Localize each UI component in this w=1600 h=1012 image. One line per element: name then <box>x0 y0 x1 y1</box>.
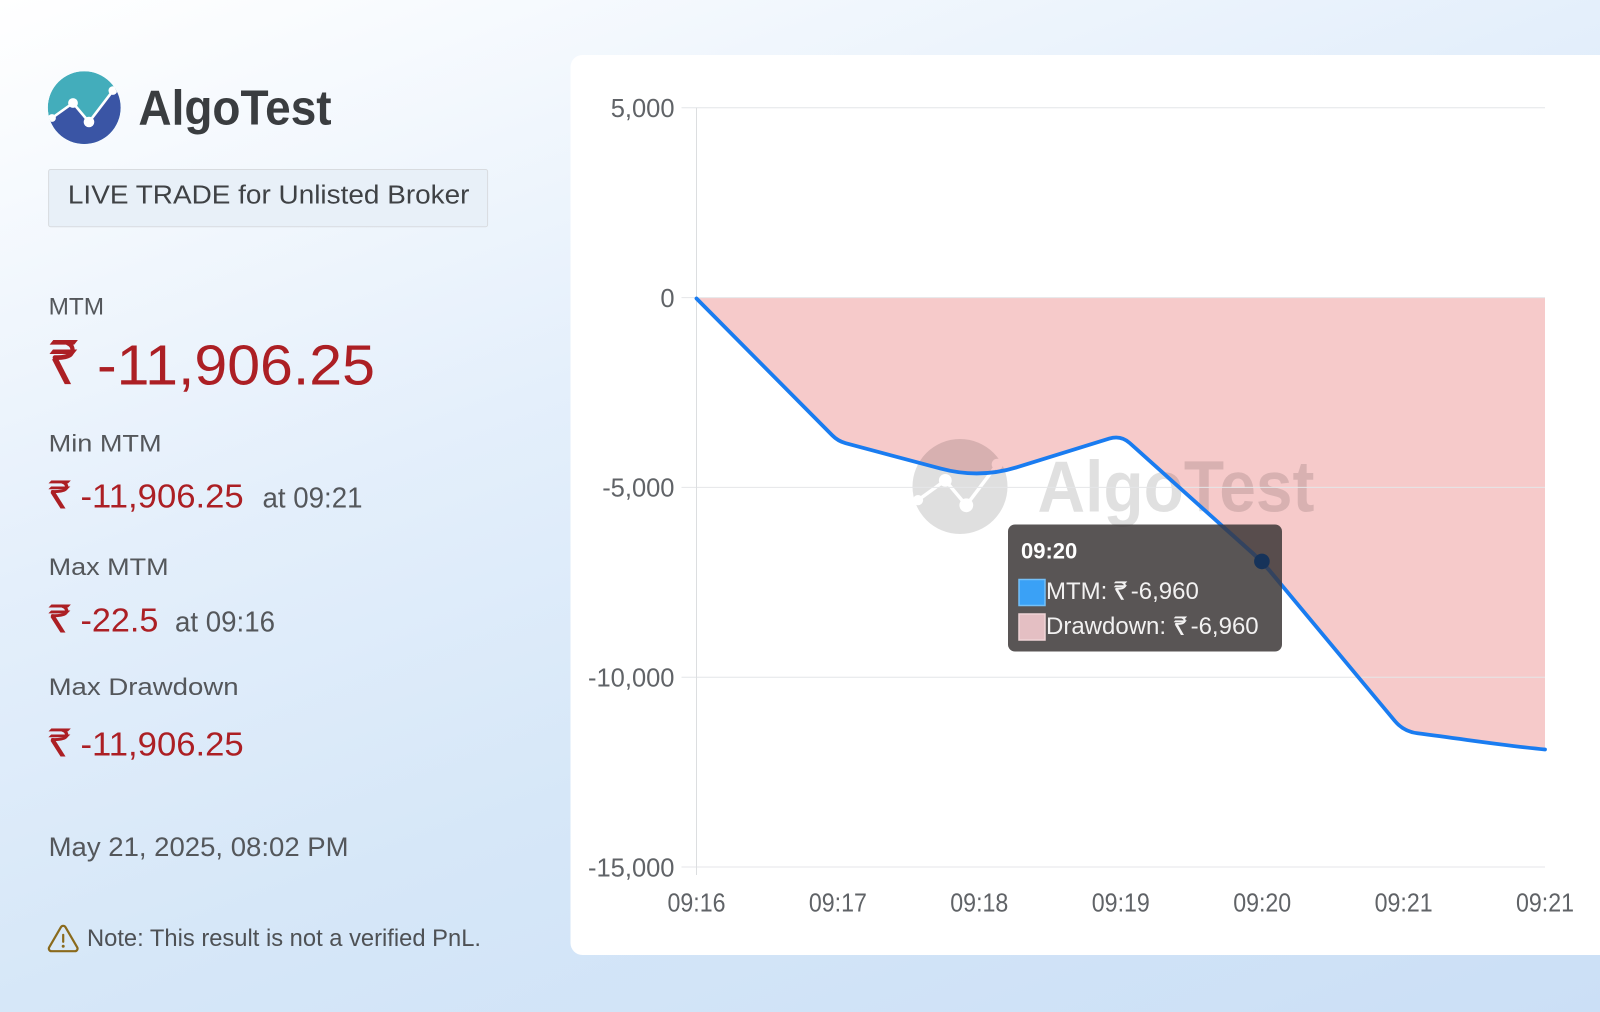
svg-text:Max Drawdown: Max Drawdown <box>49 674 239 701</box>
svg-text:-15,000: -15,000 <box>588 854 675 882</box>
svg-text:-6,960: -6,960 <box>1131 578 1199 605</box>
svg-text:Max MTM: Max MTM <box>49 554 169 581</box>
svg-text:09:20: 09:20 <box>1233 890 1291 918</box>
svg-text:-11,906.25: -11,906.25 <box>81 478 244 515</box>
svg-text:0: 0 <box>660 285 674 313</box>
svg-text:Min MTM: Min MTM <box>49 430 162 457</box>
svg-text:09:18: 09:18 <box>950 890 1008 918</box>
svg-text:5,000: 5,000 <box>611 95 675 123</box>
svg-text:-11,906.25: -11,906.25 <box>81 726 244 763</box>
svg-text:Drawdown:: Drawdown: <box>1046 613 1166 640</box>
svg-text:09:16: 09:16 <box>668 890 726 918</box>
svg-text:-11,906.25: -11,906.25 <box>97 333 375 397</box>
svg-text:-22.5: -22.5 <box>81 602 159 639</box>
svg-text:-5,000: -5,000 <box>602 475 674 503</box>
svg-text:09:17: 09:17 <box>809 890 867 918</box>
svg-text:at 09:16: at 09:16 <box>175 607 275 639</box>
svg-text:MTM:: MTM: <box>1046 578 1107 605</box>
svg-text:MTM: MTM <box>49 293 105 320</box>
svg-text:-10,000: -10,000 <box>588 665 675 693</box>
svg-text:May 21, 2025, 08:02 PM: May 21, 2025, 08:02 PM <box>49 832 349 862</box>
svg-text:at 09:21: at 09:21 <box>263 483 363 515</box>
svg-text:Note: This result is not a ver: Note: This result is not a verified PnL. <box>87 925 481 952</box>
svg-text:09:21: 09:21 <box>1516 890 1574 918</box>
svg-text:LIVE TRADE for Unlisted Broker: LIVE TRADE for Unlisted Broker <box>68 182 470 210</box>
svg-text:AlgoTest: AlgoTest <box>138 82 331 136</box>
svg-text:-6,960: -6,960 <box>1191 613 1259 640</box>
svg-text:09:21: 09:21 <box>1375 890 1433 918</box>
svg-text:09:20: 09:20 <box>1021 539 1077 564</box>
svg-text:09:19: 09:19 <box>1092 890 1150 918</box>
